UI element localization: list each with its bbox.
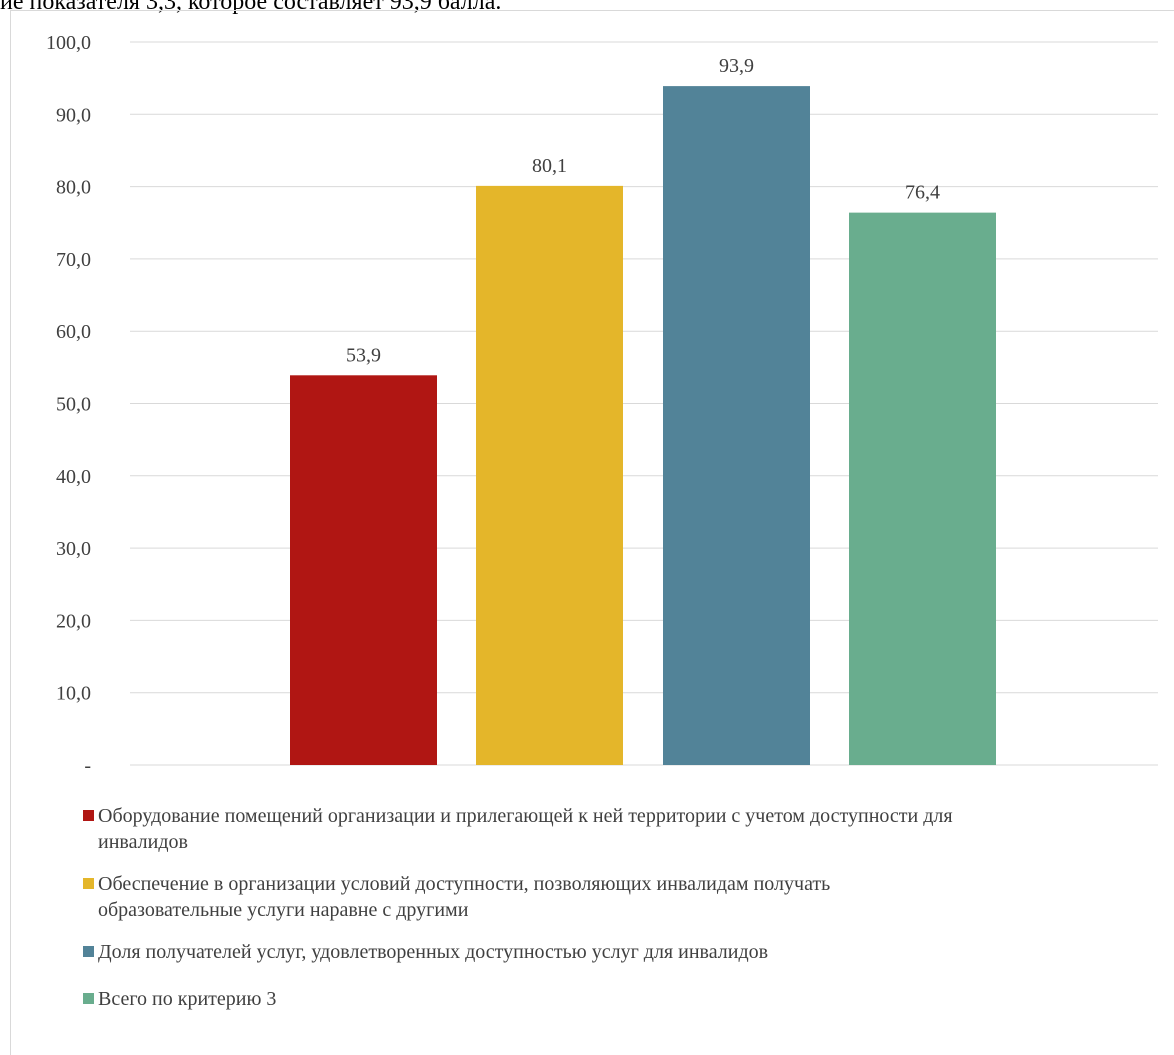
bar-1 [476,185,623,765]
legend-label-0-line1: Оборудование помещений организации и при… [98,805,953,827]
y-tick-label-0: 100,0 [46,32,91,54]
legend-item-3: Всего по критерию 3 [83,986,276,1012]
y-tick-label-8: 20,0 [56,610,91,632]
legend-swatch-3 [83,993,94,1004]
y-tick-label-1: 90,0 [56,104,91,126]
legend-item-0: Оборудование помещений организации и при… [83,803,953,855]
y-tick-label-10: - [84,755,91,777]
y-axis-ticks: 100,0 90,0 80,0 70,0 60,0 50,0 40,0 30,0 20,0 10,… [46,32,91,777]
legend-item-2: Доля получателей услуг, удовлетворенных … [83,939,768,965]
y-tick-label-6: 40,0 [56,466,91,488]
y-tick-label-5: 50,0 [56,394,91,416]
data-label-1: 80,1 [532,155,567,177]
legend-label-1-line2: образовательные услуги наравне с другими [98,899,469,921]
legend-label-2-line1: Доля получателей услуг, удовлетворенных … [98,941,769,963]
y-tick-label-7: 30,0 [56,538,91,560]
data-label-0: 53,9 [346,344,381,366]
legend-label-3-line1: Всего по критерию 3 [98,988,277,1010]
legend-swatch-1 [83,878,94,889]
gridlines [130,41,1158,766]
bars [290,86,996,766]
legend-item-1: Обеспечение в организации условий доступ… [83,871,830,923]
header-text: ие показателя 3,3, которое составляет 93… [0,0,502,15]
bar-0 [290,375,437,765]
bar-chart: 100,0 90,0 80,0 70,0 60,0 50,0 40,0 30,0 20,0 10,… [46,32,1158,777]
chart-frame [10,10,1174,1055]
legend-swatch-0 [83,810,94,821]
bar-2 [663,86,810,765]
y-tick-label-2: 80,0 [56,177,91,199]
y-tick-label-3: 70,0 [56,249,91,271]
bar-3 [849,212,996,766]
y-tick-label-9: 10,0 [56,683,91,705]
y-tick-label-4: 60,0 [56,321,91,343]
data-labels: 53,9 80,1 93,9 76,4 [346,55,940,366]
legend-swatch-2 [83,946,94,957]
legend-label-0-line2: инвалидов [98,831,188,853]
data-label-3: 76,4 [905,182,940,204]
legend-label-1-line1: Обеспечение в организации условий доступ… [98,873,831,895]
data-label-2: 93,9 [719,55,754,77]
